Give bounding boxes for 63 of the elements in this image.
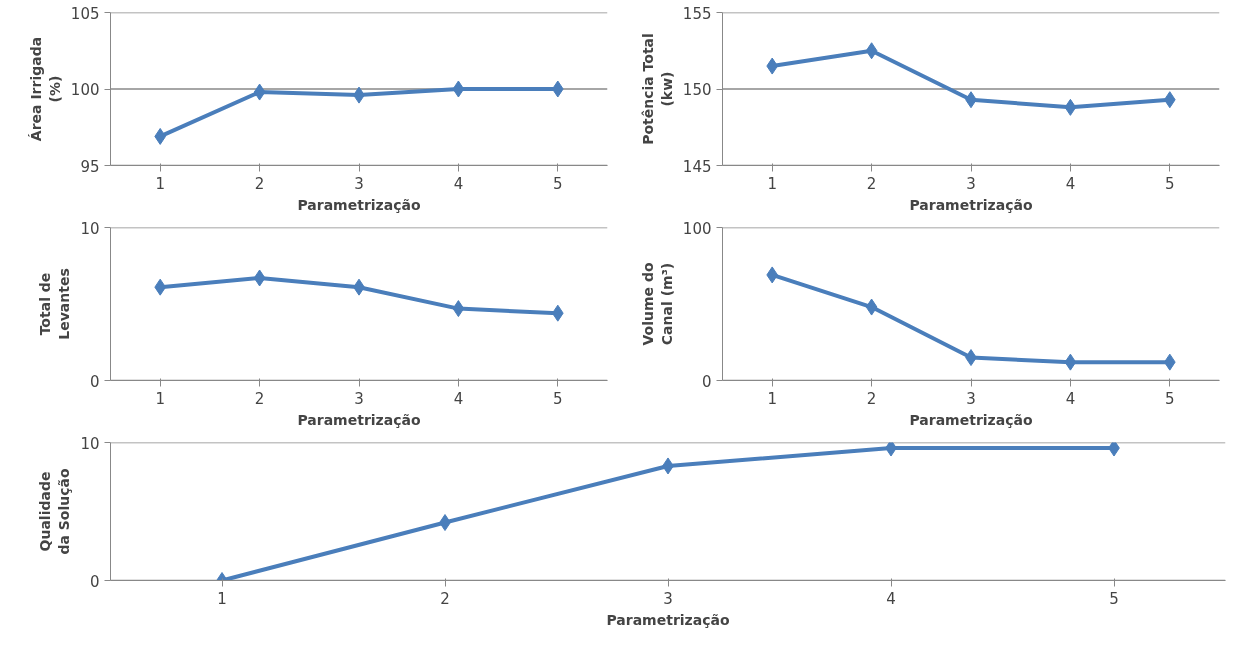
y-axis-title: Potência Total (kw) xyxy=(639,33,675,145)
x-tick-label: 3 xyxy=(966,174,976,193)
y-tick-label: 100 xyxy=(682,219,712,238)
x-tick-label: 1 xyxy=(767,174,777,193)
x-tick-label: 5 xyxy=(1165,174,1175,193)
y-tick-label: 95 xyxy=(80,157,100,176)
x-axis-title: Parametrização xyxy=(297,411,421,428)
point xyxy=(154,278,167,296)
y-tick-label: 105 xyxy=(70,4,100,23)
x-axis-title: Parametrização xyxy=(909,196,1033,213)
point xyxy=(551,304,564,322)
x-axis-title: Parametrização xyxy=(297,196,421,213)
x-tick-label: 1 xyxy=(155,389,165,408)
point xyxy=(865,298,878,316)
y-tick-label: 155 xyxy=(682,4,712,23)
y-tick-label: 0 xyxy=(89,372,100,391)
y-tick-label: 150 xyxy=(682,81,712,99)
point xyxy=(766,57,779,75)
x-tick-label: 4 xyxy=(886,589,896,608)
y-tick-label: 100 xyxy=(70,81,100,99)
point xyxy=(766,266,779,284)
x-tick-label: 1 xyxy=(767,389,777,408)
x-tick-label: 3 xyxy=(663,589,673,608)
y-tick-label: 10 xyxy=(80,219,100,238)
x-tick-label: 2 xyxy=(440,589,450,608)
x-tick-label: 2 xyxy=(254,174,265,193)
x-tick-label: 1 xyxy=(217,589,227,608)
x-tick-label: 2 xyxy=(866,174,877,193)
y-tick-label: 0 xyxy=(89,572,100,591)
y-axis-title: Qualidade da Solução xyxy=(37,468,73,555)
x-tick-label: 5 xyxy=(553,389,563,408)
point xyxy=(452,300,465,318)
x-tick-label: 4 xyxy=(453,389,464,408)
point xyxy=(253,269,266,287)
x-tick-label: 4 xyxy=(1065,389,1076,408)
x-tick-label: 5 xyxy=(1165,389,1175,408)
point xyxy=(1163,353,1176,371)
y-axis-title: Total de Levantes xyxy=(37,268,73,340)
x-tick-label: 3 xyxy=(354,389,364,408)
x-tick-label: 3 xyxy=(966,389,976,408)
x-tick-label: 4 xyxy=(453,174,464,193)
x-tick-label: 4 xyxy=(1065,174,1076,193)
x-tick-label: 2 xyxy=(866,389,877,408)
x-axis-title: Parametrização xyxy=(606,611,730,628)
y-tick-label: 0 xyxy=(701,372,712,391)
point xyxy=(253,83,266,101)
x-axis-title: Parametrização xyxy=(909,411,1033,428)
y-axis-title: Área Irrigada (%) xyxy=(27,36,63,142)
point xyxy=(154,127,167,145)
y-axis-title: Volume do Canal (m³) xyxy=(639,262,675,346)
x-tick-label: 5 xyxy=(553,174,563,193)
y-tick-label: 145 xyxy=(682,157,712,176)
y-tick-label: 10 xyxy=(80,434,100,453)
x-tick-label: 5 xyxy=(1109,589,1119,608)
x-tick-label: 1 xyxy=(155,174,165,193)
point xyxy=(452,80,465,98)
point xyxy=(1064,353,1077,371)
point xyxy=(551,80,564,98)
x-tick-label: 2 xyxy=(254,389,265,408)
point xyxy=(865,42,878,60)
x-tick-label: 3 xyxy=(354,174,364,193)
point xyxy=(1163,91,1176,109)
point xyxy=(1064,98,1077,116)
